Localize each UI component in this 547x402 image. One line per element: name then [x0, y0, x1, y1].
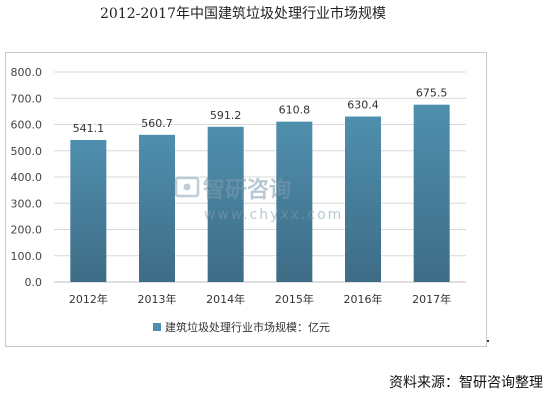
bar [413, 104, 450, 283]
data-label: 675.5 [416, 87, 448, 100]
source-note: 资料来源：智研咨询整理 [389, 375, 543, 391]
chart-title: 2012-2017年中国建筑垃圾处理行业市场规模 [100, 6, 386, 22]
x-tick-label: 2012年 [69, 292, 108, 306]
x-tick-label: 2014年 [206, 292, 245, 306]
y-tick-label: 800.0 [11, 66, 43, 79]
y-tick-label: 400.0 [11, 171, 43, 184]
data-label: 630.4 [347, 99, 379, 112]
watermark: 智研咨询 www.chyxx.com [174, 176, 343, 223]
x-tick-label: 2013年 [138, 292, 177, 306]
y-tick-label: 200.0 [11, 224, 43, 237]
bar [207, 126, 244, 282]
data-label: 610.8 [279, 104, 311, 117]
watermark-logo-icon [174, 176, 200, 198]
x-tick-label: 2017年 [412, 292, 451, 306]
watermark-brand: 智研咨询 [203, 177, 291, 203]
x-tick-label: 2015年 [275, 292, 314, 306]
data-label: 560.7 [141, 117, 173, 130]
bar [139, 134, 175, 282]
legend: 建筑垃圾处理行业市场规模：亿元 [153, 320, 330, 334]
bars [70, 104, 450, 283]
legend-swatch [153, 323, 161, 331]
bar [70, 139, 107, 282]
x-tick-label: 2016年 [344, 292, 383, 306]
labels: 0.0 100.0 200.0 300.0 400.0 500.0 600.0 700.0 80… [11, 66, 452, 306]
y-tick-label: 300.0 [11, 197, 43, 210]
y-tick-label: 500.0 [11, 145, 43, 158]
y-tick-label: 600.0 [11, 119, 43, 132]
watermark-url: www.chyxx.com [204, 207, 343, 223]
gridlines [54, 71, 466, 283]
legend-label: 建筑垃圾处理行业市场规模：亿元 [165, 320, 330, 334]
data-label: 541.1 [73, 122, 105, 135]
y-tick-label: 0.0 [25, 276, 43, 289]
data-label: 591.2 [210, 109, 242, 122]
y-tick-label: 700.0 [11, 92, 43, 105]
y-tick-label: 100.0 [11, 250, 43, 263]
corner-dot [487, 340, 489, 342]
bar [276, 121, 313, 282]
bar [345, 116, 381, 283]
